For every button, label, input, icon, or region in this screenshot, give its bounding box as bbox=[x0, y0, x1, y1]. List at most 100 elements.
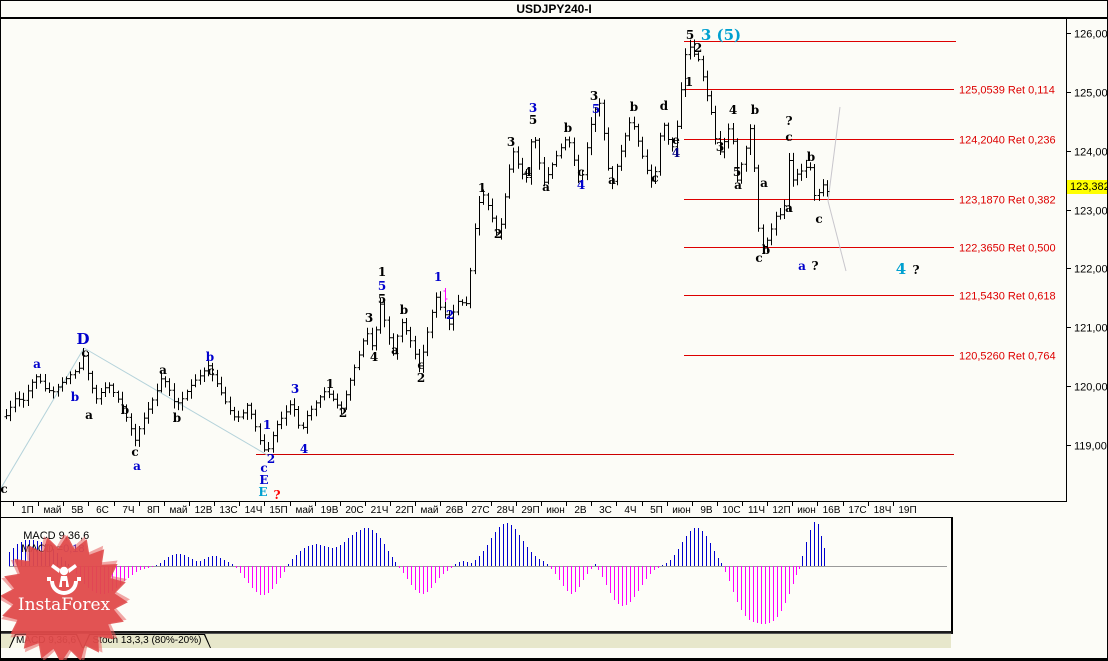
wave-label: 5 bbox=[529, 113, 537, 127]
wave-label: 5 bbox=[686, 28, 694, 42]
price-axis: 126,000 125,000 124,000 123,000 122,000 121,0… bbox=[1066, 29, 1108, 453]
svg-text:16В: 16В bbox=[823, 505, 841, 516]
wave-label: c bbox=[207, 364, 214, 378]
wave-label: 2 bbox=[446, 308, 454, 322]
current-price-badge: 123,382 bbox=[1067, 180, 1107, 194]
wave-label: c bbox=[577, 165, 584, 179]
wave-label: c bbox=[81, 346, 88, 360]
wave-label: 4 bbox=[524, 165, 532, 179]
logo-text: InstaForex bbox=[17, 595, 111, 615]
svg-text:13С: 13С bbox=[219, 505, 237, 516]
date-axis: 1П май 5В 6С 7Ч 8П май 12В 13С 14Ч 15П май 19В 20С 21Ч… bbox=[13, 501, 917, 516]
svg-text:29П: 29П bbox=[521, 505, 539, 516]
wave-label: 4 bbox=[896, 260, 906, 278]
wave-label: b bbox=[173, 411, 181, 425]
svg-text:119,000: 119,000 bbox=[1074, 441, 1108, 453]
svg-text:10С: 10С bbox=[722, 505, 740, 516]
wave-label: 3 (5) bbox=[701, 26, 741, 44]
wave-label: 3 bbox=[529, 101, 537, 115]
wave-label: 2 bbox=[339, 406, 347, 420]
wave-label: 3 bbox=[291, 382, 299, 396]
wave-label: D bbox=[76, 330, 89, 348]
wave-label: 5 bbox=[592, 102, 600, 116]
wave-label: 5 bbox=[733, 165, 741, 179]
svg-text:17С: 17С bbox=[848, 505, 866, 516]
wave-label: 3 bbox=[716, 140, 724, 154]
wave-label: a bbox=[133, 459, 141, 473]
svg-text:май: май bbox=[420, 505, 438, 516]
wave-label: ? bbox=[273, 488, 280, 502]
svg-text:14Ч: 14Ч bbox=[245, 505, 263, 516]
svg-text:11Ч: 11Ч bbox=[748, 505, 765, 516]
svg-text:2В: 2В bbox=[574, 505, 587, 516]
svg-text:28Ч: 28Ч bbox=[497, 505, 515, 516]
chart-title: USDJPY240-I bbox=[516, 2, 592, 16]
wave-label: a bbox=[760, 176, 768, 190]
wave-label: 4 bbox=[672, 146, 680, 160]
svg-text:123,000: 123,000 bbox=[1074, 206, 1108, 218]
svg-text:122,3650 Ret 0,500: 122,3650 Ret 0,500 bbox=[959, 243, 1056, 255]
wave-label: a bbox=[391, 343, 399, 357]
wave-label: 1 bbox=[378, 265, 386, 279]
svg-text:120,000: 120,000 bbox=[1074, 382, 1108, 394]
wave-label: 5 bbox=[378, 279, 386, 293]
svg-text:19П: 19П bbox=[898, 505, 916, 516]
svg-text:20С: 20С bbox=[345, 505, 363, 516]
wave-label: 4 bbox=[577, 178, 585, 192]
wave-label: c bbox=[417, 358, 424, 372]
wave-label: 2 bbox=[694, 41, 702, 55]
svg-text:120,5260 Ret 0,764: 120,5260 Ret 0,764 bbox=[959, 351, 1056, 363]
wave-label: a bbox=[608, 173, 616, 187]
svg-text:3С: 3С bbox=[599, 505, 612, 516]
trend-lines bbox=[1, 106, 847, 489]
wave-label: 5 bbox=[378, 292, 386, 306]
svg-text:18Ч: 18Ч bbox=[874, 505, 892, 516]
wave-label: 2 bbox=[494, 227, 502, 241]
svg-text:6С: 6С bbox=[96, 505, 109, 516]
svg-text:7Ч: 7Ч bbox=[122, 505, 134, 516]
svg-text:126,000: 126,000 bbox=[1074, 29, 1108, 41]
svg-text:124,000: 124,000 bbox=[1074, 147, 1108, 159]
svg-text:27С: 27С bbox=[471, 505, 489, 516]
svg-text:19В: 19В bbox=[321, 505, 339, 516]
indicator-tab-bar: MACD 9,36,6 Stoch 13,3,3 (80%-20%) bbox=[1, 633, 951, 648]
wave-label: 3 bbox=[590, 89, 598, 103]
wave-label: 2 bbox=[417, 371, 425, 385]
wave-label: c bbox=[131, 445, 138, 459]
svg-text:июн: июн bbox=[546, 505, 565, 516]
wave-label: 3 bbox=[365, 311, 373, 325]
wave-label: 4 bbox=[370, 350, 378, 364]
svg-text:125,000: 125,000 bbox=[1074, 88, 1108, 100]
wave-label: b bbox=[206, 350, 214, 364]
date-axis-divider bbox=[1, 501, 1067, 502]
wave-label: 1 bbox=[478, 181, 486, 195]
wave-label: e bbox=[672, 133, 680, 147]
svg-text:26В: 26В bbox=[446, 505, 464, 516]
wave-label: b bbox=[762, 243, 770, 257]
wave-label: a bbox=[542, 180, 550, 194]
wave-label: 4 bbox=[300, 442, 308, 456]
wave-label: b bbox=[564, 121, 572, 135]
wave-label: c bbox=[260, 461, 267, 475]
wave-label: b bbox=[807, 150, 815, 164]
svg-text:125,0539 Ret 0,114: 125,0539 Ret 0,114 bbox=[959, 85, 1055, 97]
svg-text:май: май bbox=[295, 505, 313, 516]
price-axis-divider bbox=[1066, 19, 1067, 501]
wave-label: b bbox=[751, 103, 759, 117]
svg-text:9В: 9В bbox=[700, 505, 713, 516]
wave-label: c bbox=[815, 212, 822, 226]
macd-indicator-panel[interactable] bbox=[1, 517, 953, 634]
svg-text:12П: 12П bbox=[772, 505, 790, 516]
wave-label: b bbox=[71, 390, 79, 404]
svg-text:12В: 12В bbox=[195, 505, 213, 516]
svg-text:22П: 22П bbox=[395, 505, 413, 516]
svg-text:5П: 5П bbox=[650, 505, 663, 516]
wave-label: a bbox=[734, 178, 742, 192]
wave-label: a bbox=[798, 259, 806, 273]
svg-text:121,5430 Ret 0,618: 121,5430 Ret 0,618 bbox=[959, 291, 1056, 303]
candles bbox=[4, 39, 830, 453]
wave-label: d bbox=[660, 99, 669, 113]
highlighted-bar bbox=[443, 288, 448, 302]
window-bottom-border bbox=[1, 658, 1107, 660]
